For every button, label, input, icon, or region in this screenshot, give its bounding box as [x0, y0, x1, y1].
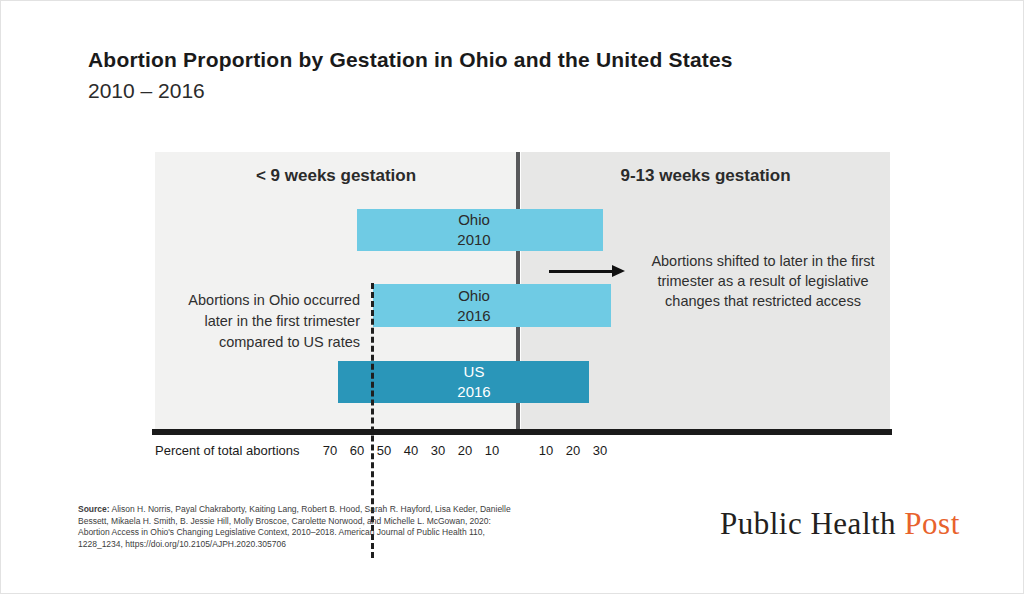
logo-text-accent: Post: [904, 506, 959, 541]
x-axis-labels: Percent of total abortions 70 60 50 40 3…: [155, 442, 890, 460]
arrow-right-icon: [549, 270, 612, 273]
section-header-under-9-weeks: < 9 weeks gestation: [155, 166, 517, 186]
axis-tick: 50: [377, 443, 391, 458]
annotation-ohio-vs-us: Abortions in Ohio occurred later in the …: [150, 290, 360, 353]
axis-tick: 10: [539, 443, 553, 458]
source-label: Source:: [78, 504, 110, 514]
annotation-line: trimester as a result of legislative: [633, 271, 893, 291]
axis-tick: 20: [458, 443, 472, 458]
bar-label-us-2016: US 2016: [435, 362, 513, 402]
bar-label-line: 2010: [435, 230, 513, 250]
bar-label-line: Ohio: [435, 286, 513, 306]
axis-tick: 10: [485, 443, 499, 458]
x-axis-caption: Percent of total abortions: [155, 443, 300, 458]
bar-label-ohio-2010: Ohio 2010: [435, 210, 513, 250]
annotation-line: compared to US rates: [150, 332, 360, 353]
source-line: Abortion Access in Ohio's Changing Legis…: [78, 527, 548, 539]
axis-tick: 60: [350, 443, 364, 458]
chart-plot-area: < 9 weeks gestation 9-13 weeks gestation…: [155, 152, 890, 430]
annotation-line: changes that restricted access: [633, 291, 893, 311]
axis-tick: 20: [566, 443, 580, 458]
public-health-post-logo: Public Health Post: [720, 506, 960, 542]
title-block: Abortion Proportion by Gestation in Ohio…: [88, 48, 733, 103]
annotation-line: Abortions in Ohio occurred: [150, 290, 360, 311]
chart-subtitle: 2010 – 2016: [88, 79, 733, 103]
source-line: Bessett, Mikaela H. Smith, B. Jessie Hil…: [78, 516, 548, 528]
infographic-canvas: Abortion Proportion by Gestation in Ohio…: [0, 0, 1024, 594]
axis-tick: 40: [404, 443, 418, 458]
bar-label-ohio-2016: Ohio 2016: [435, 286, 513, 326]
source-line: Alison H. Norris, Payal Chakraborty, Kai…: [110, 504, 511, 514]
annotation-shift-later: Abortions shifted to later in the first …: [633, 251, 893, 311]
annotation-line: Abortions shifted to later in the first: [633, 251, 893, 271]
section-header-9-13-weeks: 9-13 weeks gestation: [521, 166, 890, 186]
source-citation: Source: Alison H. Norris, Payal Chakrabo…: [78, 504, 548, 550]
annotation-line: later in the first trimester: [150, 311, 360, 332]
axis-tick: 30: [431, 443, 445, 458]
axis-tick: 70: [323, 443, 337, 458]
logo-text-dark: Public Health: [720, 506, 896, 541]
axis-tick: 30: [593, 443, 607, 458]
bar-label-line: 2016: [435, 382, 513, 402]
chart-title: Abortion Proportion by Gestation in Ohio…: [88, 48, 733, 72]
bar-label-line: US: [435, 362, 513, 382]
bar-label-line: Ohio: [435, 210, 513, 230]
x-axis-baseline: [152, 429, 892, 435]
source-line: 1228_1234, https://doi.org/10.2105/AJPH.…: [78, 539, 548, 551]
bar-label-line: 2016: [435, 306, 513, 326]
